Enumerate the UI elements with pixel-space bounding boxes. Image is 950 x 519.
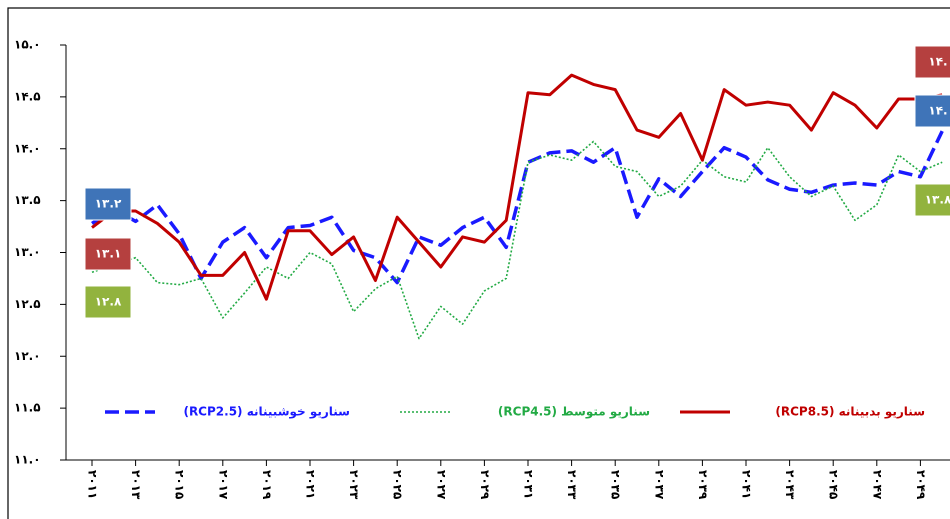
series-line bbox=[91, 73, 943, 301]
annotation-box bbox=[914, 94, 950, 128]
y-tick-label: ۱۲.۰ bbox=[14, 349, 41, 363]
annotation-label: ۱۴. bbox=[928, 55, 947, 69]
series-line bbox=[91, 140, 943, 340]
annotation-label: ۱۴. bbox=[928, 104, 947, 118]
x-tick-label: ۲۰۴۹ bbox=[914, 470, 928, 500]
y-tick-label: ۱۱.۰ bbox=[14, 453, 41, 467]
chart-frame bbox=[7, 7, 950, 519]
x-tick-label: ۲۰۲۵ bbox=[391, 470, 405, 499]
x-tick-label: ۲۰۲۹ bbox=[478, 470, 492, 500]
x-tick-label: ۲۰۴۱ bbox=[740, 470, 754, 499]
x-tick-label: ۲۰۳۱ bbox=[522, 470, 536, 499]
y-tick-label: ۱۳.۵ bbox=[14, 193, 41, 207]
y-tick-label: ۱۴.۵ bbox=[14, 89, 41, 103]
series-line bbox=[91, 130, 944, 285]
x-tick-label: ۲۰۳۵ bbox=[609, 470, 623, 499]
annotation-label: ۱۳.۸ bbox=[925, 193, 950, 207]
annotation-box bbox=[84, 187, 132, 221]
y-tick-label: ۱۴.۰ bbox=[14, 141, 41, 155]
y-tick-label: ۱۳.۰ bbox=[14, 245, 41, 259]
annotation-label: ۱۳.۲ bbox=[95, 197, 122, 211]
y-tick-label: ۱۱.۵ bbox=[14, 401, 41, 415]
annotation-label: ۱۳.۱ bbox=[95, 247, 122, 261]
annotation-box bbox=[84, 285, 132, 319]
x-tick-label: ۲۰۲۳ bbox=[347, 470, 361, 500]
x-tick-label: ۲۰۱۱ bbox=[86, 470, 100, 499]
x-tick-label: ۲۰۱۳ bbox=[129, 470, 143, 500]
legend-label: سناریو متوسط (RCP4.5) bbox=[498, 405, 650, 420]
y-tick-label: ۱۵.۰ bbox=[14, 38, 41, 52]
x-tick-label: ۲۰۴۵ bbox=[827, 470, 841, 499]
x-tick-label: ۲۰۳۹ bbox=[696, 470, 710, 500]
annotation-box bbox=[84, 237, 132, 271]
annotation-box bbox=[914, 183, 950, 217]
x-tick-label: ۲۰۳۳ bbox=[565, 470, 579, 500]
x-tick-label: ۲۰۳۷ bbox=[652, 470, 666, 500]
annotation-box bbox=[914, 45, 950, 79]
x-tick-label: ۲۰۴۷ bbox=[870, 470, 884, 500]
x-tick-label: ۲۰۴۳ bbox=[783, 470, 797, 500]
x-tick-label: ۲۰۱۹ bbox=[260, 470, 274, 500]
x-tick-label: ۲۰۲۱ bbox=[304, 470, 318, 499]
x-tick-label: ۲۰۱۵ bbox=[173, 470, 187, 499]
legend-label: سناریو خوشبینانه (RCP2.5) bbox=[183, 405, 350, 420]
y-tick-label: ۱۲.۵ bbox=[14, 297, 41, 311]
x-tick-label: ۲۰۱۷ bbox=[216, 470, 230, 500]
legend-label: سناریو بدبینانه (RCP8.5) bbox=[775, 405, 925, 420]
annotation-label: ۱۲.۸ bbox=[95, 295, 122, 309]
x-tick-label: ۲۰۲۷ bbox=[434, 470, 448, 500]
